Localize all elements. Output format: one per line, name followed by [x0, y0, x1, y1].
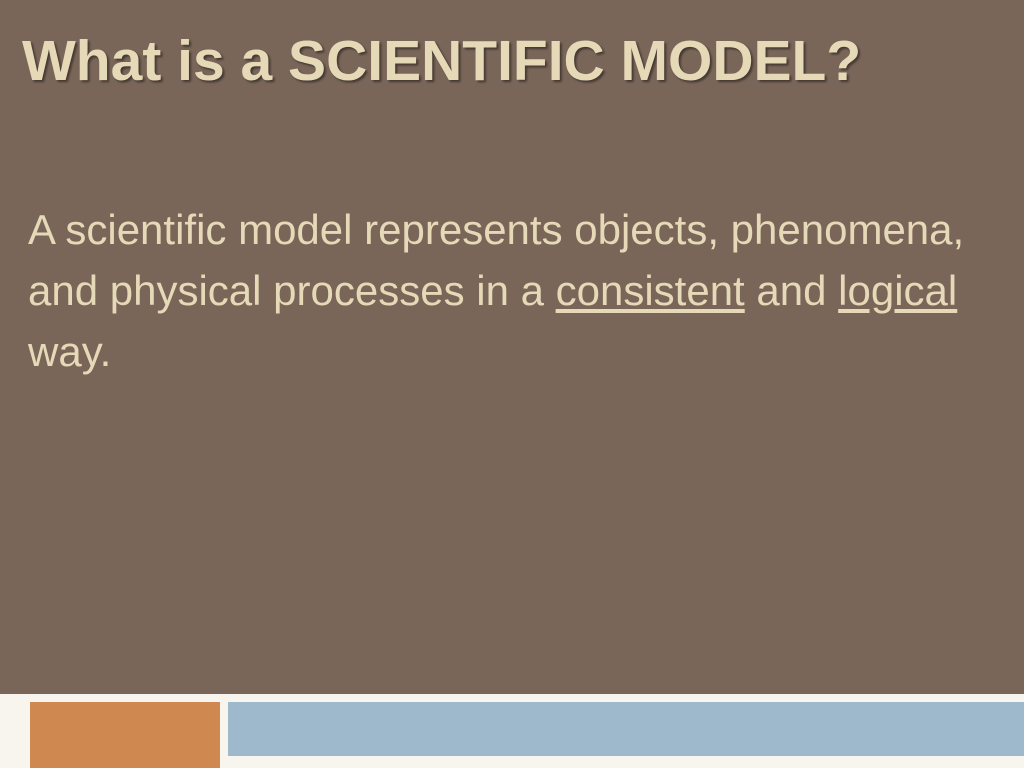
slide-body: A scientific model represents objects, p…	[28, 200, 984, 383]
body-text-post: way.	[28, 328, 111, 375]
footer-blue-bar	[228, 702, 1024, 756]
slide-title: What is a SCIENTIFIC MODEL?	[22, 28, 1002, 94]
body-text-mid: and	[745, 267, 838, 314]
footer-decoration	[0, 694, 1024, 768]
body-underline-logical: logical	[838, 267, 957, 314]
footer-gap	[0, 694, 1024, 702]
body-underline-consistent: consistent	[556, 267, 745, 314]
footer-orange-bar	[30, 702, 220, 768]
